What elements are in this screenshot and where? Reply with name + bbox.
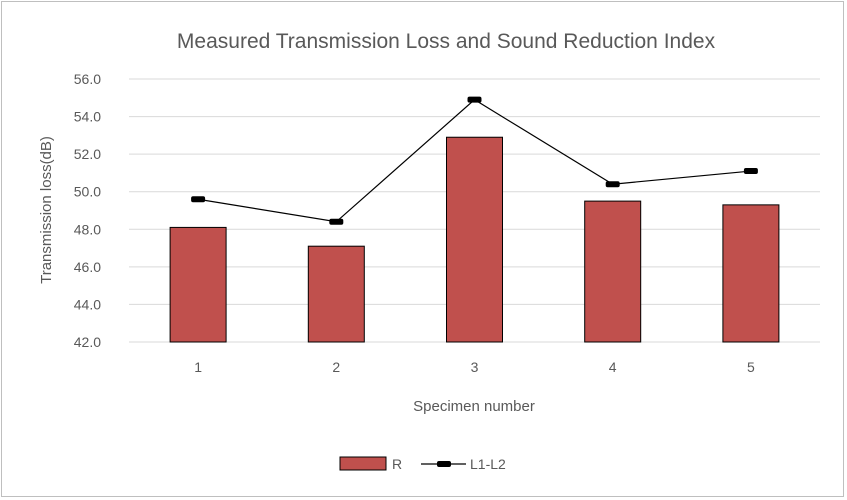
- legend-marker-l1-l2: [437, 461, 451, 467]
- y-tick-label: 56.0: [74, 71, 101, 87]
- x-tick-label: 3: [471, 359, 479, 375]
- legend: R L1-L2: [339, 456, 506, 472]
- x-tick-label: 5: [747, 359, 755, 375]
- line-marker: [467, 96, 482, 103]
- x-axis-label: Specimen number: [413, 398, 535, 415]
- y-tick-label: 46.0: [74, 259, 101, 275]
- line-series: [191, 96, 758, 225]
- bar-r: [307, 245, 365, 343]
- chart-title: Measured Transmission Loss and Sound Red…: [177, 30, 716, 53]
- legend-label-r: R: [392, 456, 402, 472]
- y-tick-label: 50.0: [74, 184, 101, 200]
- line-marker: [329, 218, 344, 225]
- bar-r: [169, 226, 227, 343]
- y-tick-label: 42.0: [74, 334, 101, 350]
- y-axis-label: Transmission loss(dB): [38, 136, 55, 284]
- line-marker: [605, 181, 620, 188]
- bar-r: [584, 200, 642, 343]
- x-tick-label: 2: [332, 359, 340, 375]
- line-marker: [743, 168, 758, 175]
- legend-swatch-r: [339, 456, 387, 471]
- line-marker: [191, 196, 206, 203]
- bar-series: [169, 136, 780, 343]
- x-tick-label: 4: [609, 359, 617, 375]
- y-tick-label: 44.0: [74, 296, 101, 312]
- y-tick-labels: 42.0 44.0 46.0 48.0 50.0 52.0 54.0 56.0: [74, 71, 101, 350]
- x-tick-label: 1: [194, 359, 202, 375]
- legend-label-l1-l2: L1-L2: [470, 456, 506, 472]
- y-tick-label: 54.0: [74, 109, 101, 125]
- y-tick-label: 52.0: [74, 146, 101, 162]
- bar-r: [722, 204, 780, 343]
- bar-r: [446, 136, 503, 343]
- x-tick-labels: 1 2 3 4 5: [194, 359, 755, 375]
- y-tick-label: 48.0: [74, 221, 101, 237]
